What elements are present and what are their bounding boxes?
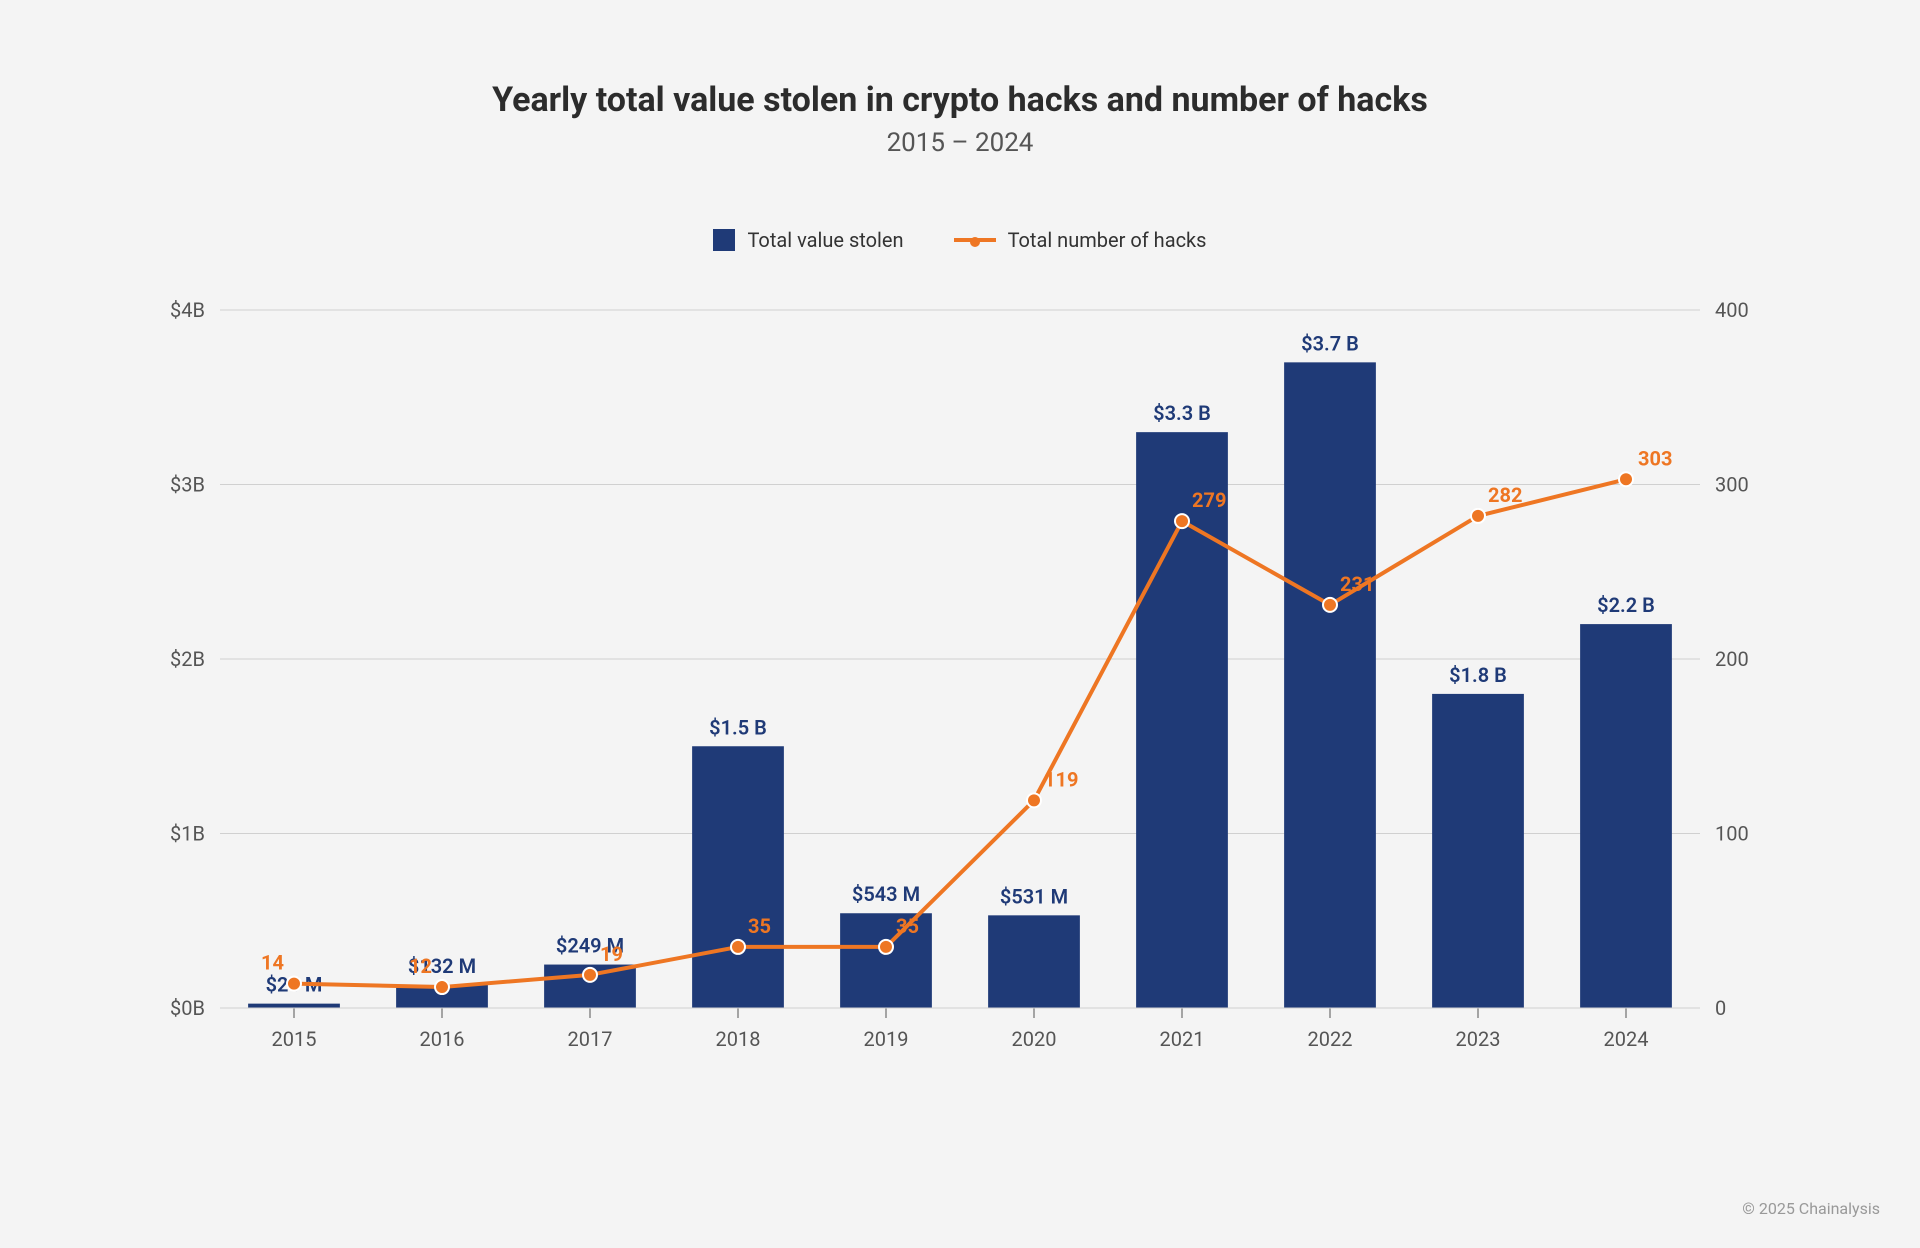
line-marker: [287, 977, 301, 991]
line-value-label: 14: [261, 951, 284, 975]
line-value-label: 231: [1340, 572, 1374, 596]
y2-tick-label: 200: [1715, 647, 1749, 671]
bar-value-label: $3.7 B: [1301, 331, 1359, 355]
legend-swatch-line-icon: [954, 238, 996, 242]
bar: [248, 1004, 340, 1008]
bar-value-label: $1.5 B: [709, 715, 767, 739]
legend-bar-label: Total value stolen: [747, 228, 903, 252]
line-series: [294, 479, 1626, 987]
bar-value-label: $543 M: [852, 882, 920, 906]
line-value-label: 303: [1638, 446, 1672, 470]
y1-tick-label: $0B: [170, 996, 205, 1020]
legend-item-bars: Total value stolen: [713, 228, 903, 252]
line-marker: [879, 940, 893, 954]
bar: [988, 915, 1080, 1008]
y1-tick-label: $4B: [170, 300, 205, 322]
line-marker: [1619, 472, 1633, 486]
line-value-label: 119: [1044, 767, 1078, 791]
x-tick-label: 2015: [272, 1027, 317, 1051]
line-marker: [731, 940, 745, 954]
x-tick-label: 2023: [1456, 1027, 1501, 1051]
x-tick-label: 2021: [1160, 1027, 1205, 1051]
bar: [1432, 694, 1524, 1008]
x-tick-label: 2019: [864, 1027, 909, 1051]
line-marker: [1323, 598, 1337, 612]
y2-tick-label: 400: [1715, 300, 1749, 322]
x-tick-label: 2018: [716, 1027, 761, 1051]
chart-container: Yearly total value stolen in crypto hack…: [0, 0, 1920, 1248]
y1-tick-label: $2B: [170, 647, 205, 671]
line-value-label: 19: [600, 942, 623, 966]
legend-swatch-bar-icon: [713, 229, 735, 251]
line-value-label: 282: [1488, 483, 1522, 507]
y2-tick-label: 300: [1715, 473, 1749, 497]
bar: [1284, 362, 1376, 1008]
footer-copyright: © 2025 Chainalysis: [1742, 1199, 1880, 1218]
line-marker: [1175, 514, 1189, 528]
line-value-label: 35: [748, 914, 771, 938]
bar-value-label: $3.3 B: [1153, 401, 1211, 425]
y1-tick-label: $3B: [170, 473, 205, 497]
y1-tick-label: $1B: [170, 822, 205, 846]
chart-area: $0B0$1B100$2B200$3B300$4B400$25 M2015$13…: [140, 300, 1780, 1078]
line-value-label: 35: [896, 914, 919, 938]
line-marker: [435, 980, 449, 994]
bar-value-label: $2.2 B: [1597, 593, 1655, 617]
x-tick-label: 2024: [1604, 1027, 1649, 1051]
legend-line-label: Total number of hacks: [1008, 228, 1207, 252]
chart-subtitle: 2015 – 2024: [0, 128, 1920, 158]
x-tick-label: 2022: [1308, 1027, 1353, 1051]
y2-tick-label: 0: [1715, 996, 1726, 1020]
bar-value-label: $531 M: [1000, 884, 1068, 908]
line-marker: [583, 968, 597, 982]
line-value-label: 279: [1192, 488, 1226, 512]
x-tick-label: 2016: [420, 1027, 465, 1051]
y2-tick-label: 100: [1715, 822, 1749, 846]
x-tick-label: 2017: [568, 1027, 613, 1051]
line-value-label: 12: [409, 954, 432, 978]
x-tick-label: 2020: [1012, 1027, 1057, 1051]
legend: Total value stolen Total number of hacks: [0, 228, 1920, 252]
chart-svg: $0B0$1B100$2B200$3B300$4B400$25 M2015$13…: [140, 300, 1780, 1078]
chart-title: Yearly total value stolen in crypto hack…: [0, 0, 1920, 120]
legend-item-line: Total number of hacks: [954, 228, 1207, 252]
bar: [1580, 624, 1672, 1008]
line-marker: [1471, 509, 1485, 523]
bar-value-label: $1.8 B: [1449, 663, 1507, 687]
bar: [692, 746, 784, 1008]
line-marker: [1027, 793, 1041, 807]
